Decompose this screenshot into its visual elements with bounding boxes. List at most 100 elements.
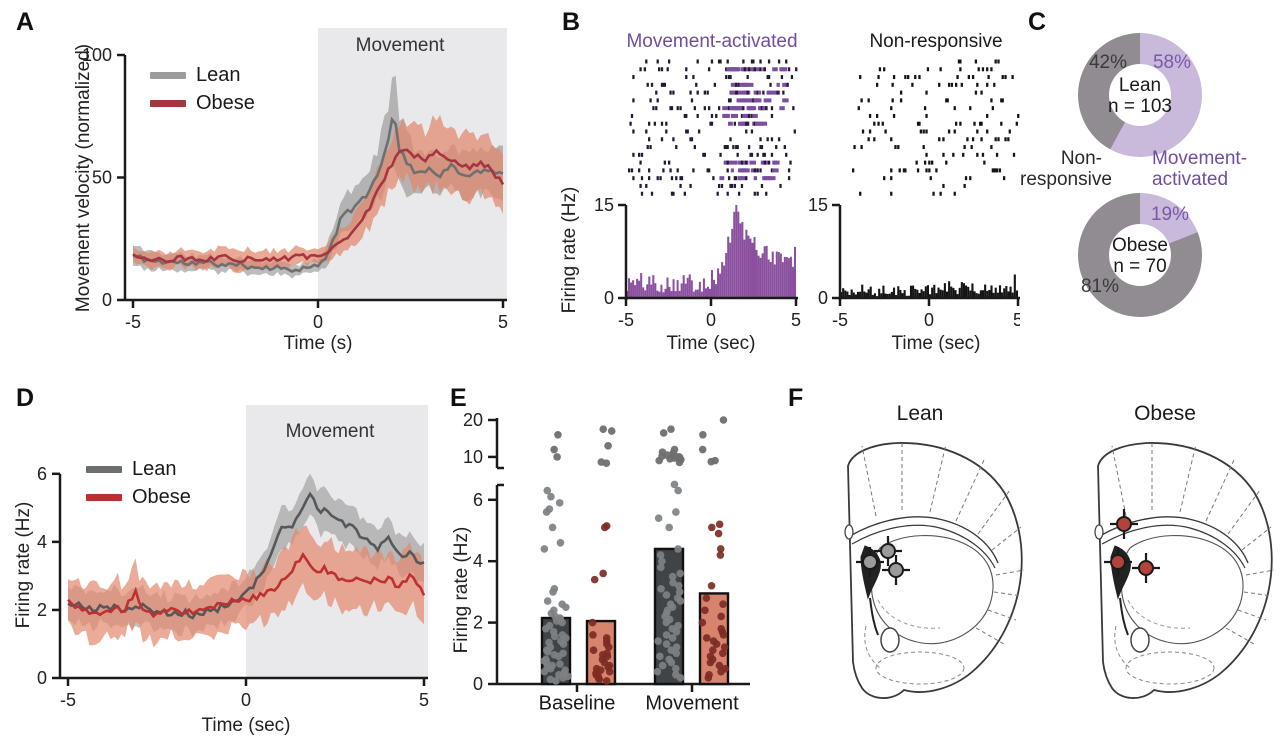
obese-donut-title: Obese: [1112, 235, 1168, 256]
panel-e-label: E: [450, 384, 467, 412]
recording-site-marker: [880, 543, 896, 559]
panel-e-chart: 10 20 0 2 4 6: [463, 410, 750, 694]
panel-d: 0 2 4 6 -5 0 5 D Movement Lean Obese Firing ra…: [0, 370, 450, 740]
svg-text:2: 2: [473, 613, 483, 633]
category-movement: Movement: [645, 692, 739, 715]
activated-legend-line1: Movement-: [1152, 148, 1248, 169]
panel-f: F Lean Obese: [780, 370, 1280, 740]
panel-d-movement-label: Movement: [285, 421, 375, 442]
panel-b-label: B: [562, 8, 581, 36]
svg-text:15: 15: [808, 195, 828, 215]
svg-text:-5: -5: [618, 310, 634, 330]
panel-d-legend: Lean Obese: [86, 458, 191, 509]
panel-d-ylabel: Firing rate (Hz): [13, 501, 34, 629]
legend-item-lean: Lean: [150, 64, 255, 87]
anterior-commissure: [880, 627, 900, 653]
svg-text:5: 5: [419, 690, 429, 710]
svg-text:4: 4: [473, 551, 483, 571]
panel-b-ylabel: Firing rate (Hz): [559, 186, 580, 314]
panel-a-ylabel: Movement velocity (normalized): [73, 43, 94, 313]
svg-text:0: 0: [706, 310, 716, 330]
svg-text:6: 6: [473, 490, 483, 510]
non-responsive-title: Non-responsive: [869, 31, 1003, 52]
legend-item-obese: Obese: [86, 486, 191, 509]
movement-activated-title: Movement-activated: [626, 31, 798, 52]
legend-item-lean: Lean: [86, 458, 191, 481]
obese-nonresponsive-pct: 81%: [1080, 276, 1120, 297]
lean-brain-title: Lean: [896, 402, 944, 425]
svg-text:0: 0: [313, 312, 323, 332]
svg-text:-5: -5: [832, 310, 848, 330]
panel-f-label: F: [788, 384, 804, 412]
svg-text:5: 5: [498, 312, 508, 332]
obese-brain-title: Obese: [1134, 402, 1196, 425]
svg-text:15: 15: [594, 195, 614, 215]
panel-c: C 42% 58% Lean n = 103 Non- responsive M…: [1020, 0, 1280, 370]
svg-text:100: 100: [82, 45, 112, 65]
panel-b-xlabel-right: Time (sec): [891, 333, 981, 354]
svg-text:0: 0: [924, 310, 934, 330]
svg-text:10: 10: [463, 447, 483, 467]
obese-donut-n: n = 70: [1113, 256, 1167, 277]
svg-text:0: 0: [604, 288, 614, 308]
panel-b-xlabel-left: Time (sec): [666, 333, 756, 354]
legend-item-obese: Obese: [150, 92, 255, 115]
panel-a-chart: 0 50 100 -5 0 5: [82, 28, 508, 332]
lean-brain-section: [844, 442, 1025, 699]
obese-trace: [67, 551, 426, 619]
obese-donut-chart: [1078, 193, 1202, 317]
obese-band: [68, 525, 424, 648]
category-baseline: Baseline: [538, 692, 616, 715]
svg-text:0: 0: [473, 674, 483, 694]
svg-text:0: 0: [37, 668, 47, 688]
svg-text:-5: -5: [125, 312, 141, 332]
panel-d-xlabel: Time (sec): [201, 715, 291, 736]
panel-d-label: D: [16, 384, 35, 412]
panel-a-xlabel: Time (s): [283, 333, 353, 354]
lean-swatch: [86, 466, 122, 473]
lean-nonresponsive-pct: 42%: [1088, 52, 1128, 73]
obese-label: Obese: [132, 486, 191, 508]
obese-donut-hole: [1109, 224, 1171, 286]
lean-trace: [132, 116, 504, 274]
anterior-commissure: [1130, 627, 1150, 653]
lean-donut-n: n = 103: [1108, 96, 1172, 117]
panel-b: 0 15 -5 0 5 0 15 -5 0 5 B Movement-activated Non-…: [540, 0, 1020, 370]
recording-site-marker: [888, 562, 904, 578]
activated-legend: Movement- activated: [1152, 148, 1247, 190]
nonresponsive-legend-line2: responsive: [1020, 169, 1112, 190]
panel-a-label: A: [16, 8, 35, 36]
svg-text:-5: -5: [60, 690, 76, 710]
nonresponsive-legend: Non- responsive: [1020, 148, 1112, 190]
svg-text:6: 6: [37, 464, 47, 484]
panel-a-legend: Lean Obese: [150, 64, 255, 115]
svg-text:20: 20: [463, 410, 483, 430]
svg-text:5: 5: [791, 310, 801, 330]
lean-label: Lean: [196, 64, 241, 86]
lean-swatch: [150, 72, 186, 79]
svg-text:5: 5: [1013, 310, 1020, 330]
panel-c-label: C: [1028, 8, 1047, 36]
panel-e: 10 20 0 2 4 6 E Firing rate (Hz) Baseline Mov…: [440, 370, 780, 740]
obese-activated-pct: 19%: [1150, 204, 1190, 225]
recording-site-marker: [1138, 560, 1154, 576]
lean-trace: [67, 491, 425, 620]
nonresponsive-legend-line1: Non-: [1060, 148, 1102, 169]
svg-text:0: 0: [241, 690, 251, 710]
lean-donut-hole: [1109, 64, 1171, 126]
recording-site-marker: [862, 554, 878, 570]
svg-text:0: 0: [818, 288, 828, 308]
obese-label: Obese: [196, 92, 255, 114]
lean-donut-title: Lean: [1118, 75, 1162, 96]
svg-text:50: 50: [92, 168, 112, 188]
obese-swatch: [86, 494, 122, 501]
panel-e-ylabel: Firing rate (Hz): [451, 526, 472, 654]
obese-trace: [132, 148, 505, 264]
recording-site-marker: [1110, 554, 1126, 570]
lean-activated-pct: 58%: [1152, 52, 1192, 73]
lean-donut-chart: [1078, 33, 1202, 157]
recording-site-marker: [1116, 516, 1132, 532]
obese-swatch: [150, 100, 186, 107]
svg-text:4: 4: [37, 532, 47, 552]
